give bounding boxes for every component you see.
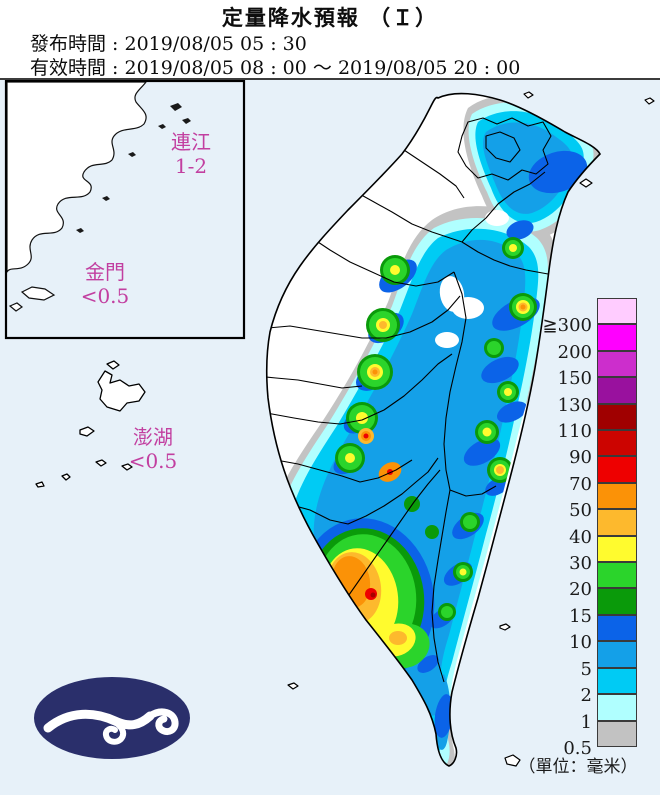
legend-row: 200 [540,324,640,363]
china-coast [7,82,147,273]
legend-row: 1 [540,694,640,733]
legend-color-swatch [597,588,637,615]
legend-color-swatch [597,509,637,536]
legend-row: 5 [540,641,640,680]
legend-threshold-label: 10 [569,632,592,654]
penghu-name: 澎湖 [133,425,173,449]
header: 定量降水預報 （Ｉ） 發布時間 : 2019/08/05 05 : 30 有效時… [0,0,660,79]
legend-threshold-label: 200 [557,341,592,363]
legend-row: 10 [540,614,640,653]
legend-color-swatch [597,482,637,510]
kinmen-name: 金門 [85,260,125,284]
cwb-logo [34,677,190,759]
legend-threshold-label: 150 [557,368,592,390]
legend-row: 0.5 [540,720,640,759]
legend-color-swatch [597,377,637,404]
legend-color-swatch [597,298,637,325]
legend-color-swatch [597,641,637,668]
legend-color-swatch [597,694,637,721]
matsu-islets [76,103,191,233]
taiwan-coastline [265,92,601,767]
legend-row: 110 [540,403,640,442]
legend-threshold-label: 20 [569,579,592,601]
precipitation-map-area: 連江 1-2 金門 <0.5 澎湖 <0.5 ≧300 200 150 130 110 9… [0,78,660,795]
legend-color-swatch [597,535,637,563]
legend-threshold-label: 130 [557,394,592,416]
legend-row: 50 [540,482,640,521]
legend-threshold-label: 70 [569,473,592,495]
legend-threshold-label: 40 [569,526,592,548]
inset-map [4,80,246,340]
legend-row: 20 [540,562,640,600]
issued-time-line: 發布時間 : 2019/08/05 05 : 30 [30,33,307,55]
legend-color-swatch [597,614,637,642]
legend-color-swatch [597,324,637,351]
lienchiang-value: 1-2 [174,154,208,178]
legend-threshold-label: 0.5 [563,737,592,759]
legend-threshold-label: 15 [569,605,592,627]
kinmen-islets [8,286,56,312]
label-lienchiang: 連江 1-2 [156,130,226,178]
legend-row: 2 [540,667,640,706]
taiwan-precipitation-map [0,80,660,795]
label-penghu: 澎湖 <0.5 [118,425,188,473]
legend-row: 70 [540,456,640,495]
legend-threshold-label: 5 [580,658,592,680]
page-title: 定量降水預報 （Ｉ） [221,5,439,30]
legend-row: 30 [540,535,640,574]
valid-time-line: 有效時間 : 2019/08/05 08 : 00 ～ 2019/08/05 2… [30,57,521,79]
legend-entries: ≧300 200 150 130 110 90 70 50 40 30 20 15 10 5 2 1 0.5 [540,298,640,759]
legend-row: ≧300 [540,298,640,336]
legend-color-swatch [597,430,637,457]
legend-row: 150 [540,350,640,389]
legend-color-swatch [597,456,637,483]
legend-color-swatch [597,720,637,747]
legend-threshold-label: ≧300 [542,315,592,337]
kinmen-value: <0.5 [80,284,130,308]
legend-threshold-label: 1 [580,711,592,733]
legend-unit: （單位：毫米） [518,757,638,777]
offshore-islets [287,91,655,767]
cloud-swirl-icon [43,708,179,745]
legend-threshold-label: 2 [580,685,592,707]
legend-threshold-label: 110 [557,421,592,443]
legend-color-swatch [597,403,637,431]
penghu-islands [35,360,146,488]
legend-color-swatch [597,667,637,695]
legend-row: 40 [540,509,640,548]
legend-row: 130 [540,377,640,416]
lienchiang-name: 連江 [171,130,211,154]
legend-threshold-label: 30 [569,553,592,575]
legend-threshold-label: 90 [569,447,592,469]
legend-color-swatch [597,562,637,589]
penghu-value: <0.5 [128,449,178,473]
legend-row: 15 [540,588,640,627]
label-kinmen: 金門 <0.5 [70,260,140,308]
legend-threshold-label: 50 [569,500,592,522]
legend-row: 90 [540,430,640,468]
legend-color-swatch [597,350,637,378]
